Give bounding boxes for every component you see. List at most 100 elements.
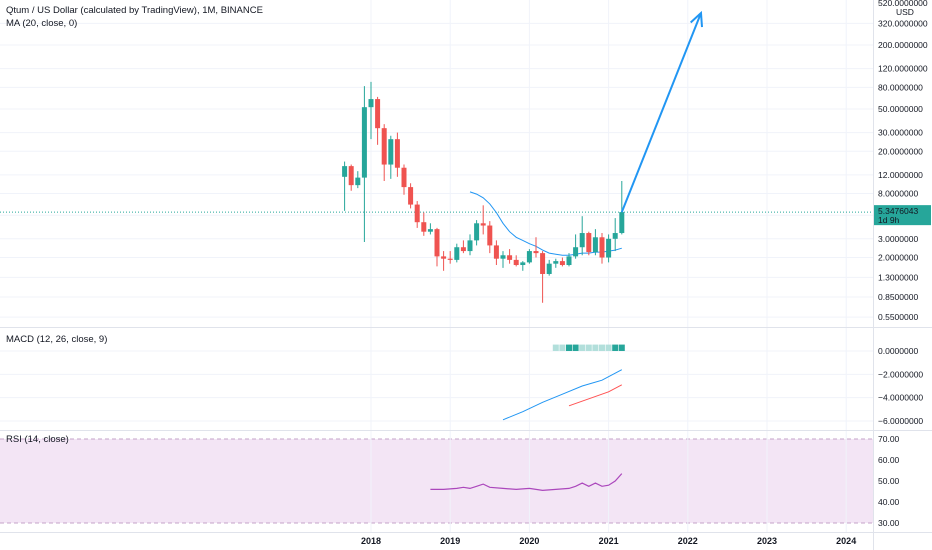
candle-body	[441, 256, 447, 259]
candle-body	[599, 237, 605, 258]
time-tick-label: 2023	[757, 536, 777, 546]
candle-body	[513, 259, 519, 266]
candle-body	[460, 247, 466, 252]
price-legend-title: Qtum / US Dollar (calculated by TradingV…	[6, 5, 263, 16]
macd-legend: MACD (12, 26, close, 9)	[6, 334, 108, 345]
candle-body	[579, 233, 585, 248]
currency-label: USD	[896, 7, 914, 17]
price-tick-label: 520.0000000	[878, 0, 928, 8]
macd-signal-line	[568, 384, 623, 407]
price-tick-label: 12.0000000	[878, 170, 923, 180]
macd-histogram-bar	[612, 344, 619, 351]
time-tick-label: 2022	[678, 536, 698, 546]
candle-body	[427, 229, 433, 232]
candle-body	[454, 247, 460, 260]
candle-body	[381, 128, 387, 165]
price-tick-label: 320.0000000	[878, 18, 928, 28]
candle-body	[394, 139, 400, 168]
candle-countdown: 1d 9h	[878, 215, 900, 225]
projection-arrow-head	[690, 10, 703, 28]
rsi-tick-label: 30.00	[878, 518, 900, 528]
ma-line	[469, 191, 622, 256]
time-tick-label: 2020	[519, 536, 539, 546]
time-tick-label: 2024	[836, 536, 856, 546]
projection-arrow-line	[620, 12, 702, 213]
rsi-tick-label: 50.00	[878, 476, 900, 486]
candle-body	[467, 240, 473, 252]
candle-body	[493, 245, 499, 259]
macd-tick-label: −2.0000000	[878, 369, 923, 379]
macd-histogram-bar	[605, 344, 612, 351]
candle-body	[592, 237, 598, 253]
candle-body	[408, 187, 414, 205]
candle-body	[368, 99, 374, 108]
ma-legend: MA (20, close, 0)	[6, 18, 78, 29]
candle-body	[546, 263, 552, 274]
macd-tick-label: −6.0000000	[878, 416, 923, 426]
time-tick-label: 2019	[440, 536, 460, 546]
price-tick-label: 200.0000000	[878, 40, 928, 50]
price-tick-label: 3.0000000	[878, 234, 918, 244]
candle-body	[434, 229, 440, 257]
time-tick-label: 2018	[361, 536, 381, 546]
rsi-line	[430, 473, 623, 492]
price-tick-label: 8.0000000	[878, 189, 918, 199]
candle-body	[612, 233, 618, 239]
rsi-tick-label: 70.00	[878, 434, 900, 444]
price-tick-label: 20.0000000	[878, 146, 923, 156]
rsi-tick-label: 60.00	[878, 455, 900, 465]
price-tick-label: 80.0000000	[878, 82, 923, 92]
rsi-tick-label: 40.00	[878, 497, 900, 507]
macd-histogram-bar	[552, 344, 559, 351]
price-tick-label: 30.0000000	[878, 128, 923, 138]
price-tick-label: 120.0000000	[878, 64, 928, 74]
candle-body	[559, 261, 565, 266]
candle-body	[414, 204, 420, 223]
price-tick-label: 0.8500000	[878, 292, 918, 302]
price-tick-label: 1.3000000	[878, 272, 918, 282]
macd-histogram-bar	[579, 344, 586, 351]
candle-body	[361, 107, 367, 178]
candle-body	[606, 238, 612, 258]
candle-body	[520, 262, 526, 266]
candle-body	[355, 177, 361, 186]
macd-histogram-bar	[599, 344, 605, 351]
candle-body	[619, 212, 625, 234]
last-price-value: 5.3476043	[878, 206, 918, 216]
candle-body	[474, 223, 480, 241]
candle-body	[533, 251, 539, 254]
candle-body	[507, 255, 513, 260]
macd-histogram-bar	[618, 344, 625, 351]
time-tick-label: 2021	[599, 536, 619, 546]
candle-body	[421, 222, 427, 232]
price-tick-label: 0.5500000	[878, 312, 918, 322]
candle-body	[375, 99, 381, 129]
candle-body	[540, 253, 546, 274]
candle-body	[500, 255, 506, 259]
macd-line	[502, 369, 623, 421]
candle-body	[573, 247, 579, 257]
macd-histogram-bar	[566, 344, 572, 351]
last-price-tag	[874, 205, 931, 226]
macd-histogram-bar	[592, 344, 599, 351]
candle-body	[342, 166, 348, 177]
macd-histogram-bar	[559, 344, 566, 351]
macd-histogram-bar	[572, 344, 579, 351]
candle-body	[487, 225, 493, 246]
rsi-legend: RSI (14, close)	[6, 434, 69, 445]
candle-body	[401, 167, 407, 188]
candle-body	[447, 258, 453, 260]
candle-body	[566, 256, 572, 266]
macd-tick-label: 0.0000000	[878, 346, 918, 356]
macd-tick-label: −4.0000000	[878, 393, 923, 403]
candle-body	[553, 261, 559, 264]
candle-body	[480, 223, 486, 226]
candle-body	[348, 166, 354, 186]
price-tick-label: 50.0000000	[878, 104, 923, 114]
candle-body	[526, 251, 532, 263]
price-tick-label: 2.0000000	[878, 253, 918, 263]
candle-body	[388, 139, 394, 165]
macd-histogram-bar	[585, 344, 592, 351]
candle-body	[586, 233, 592, 253]
